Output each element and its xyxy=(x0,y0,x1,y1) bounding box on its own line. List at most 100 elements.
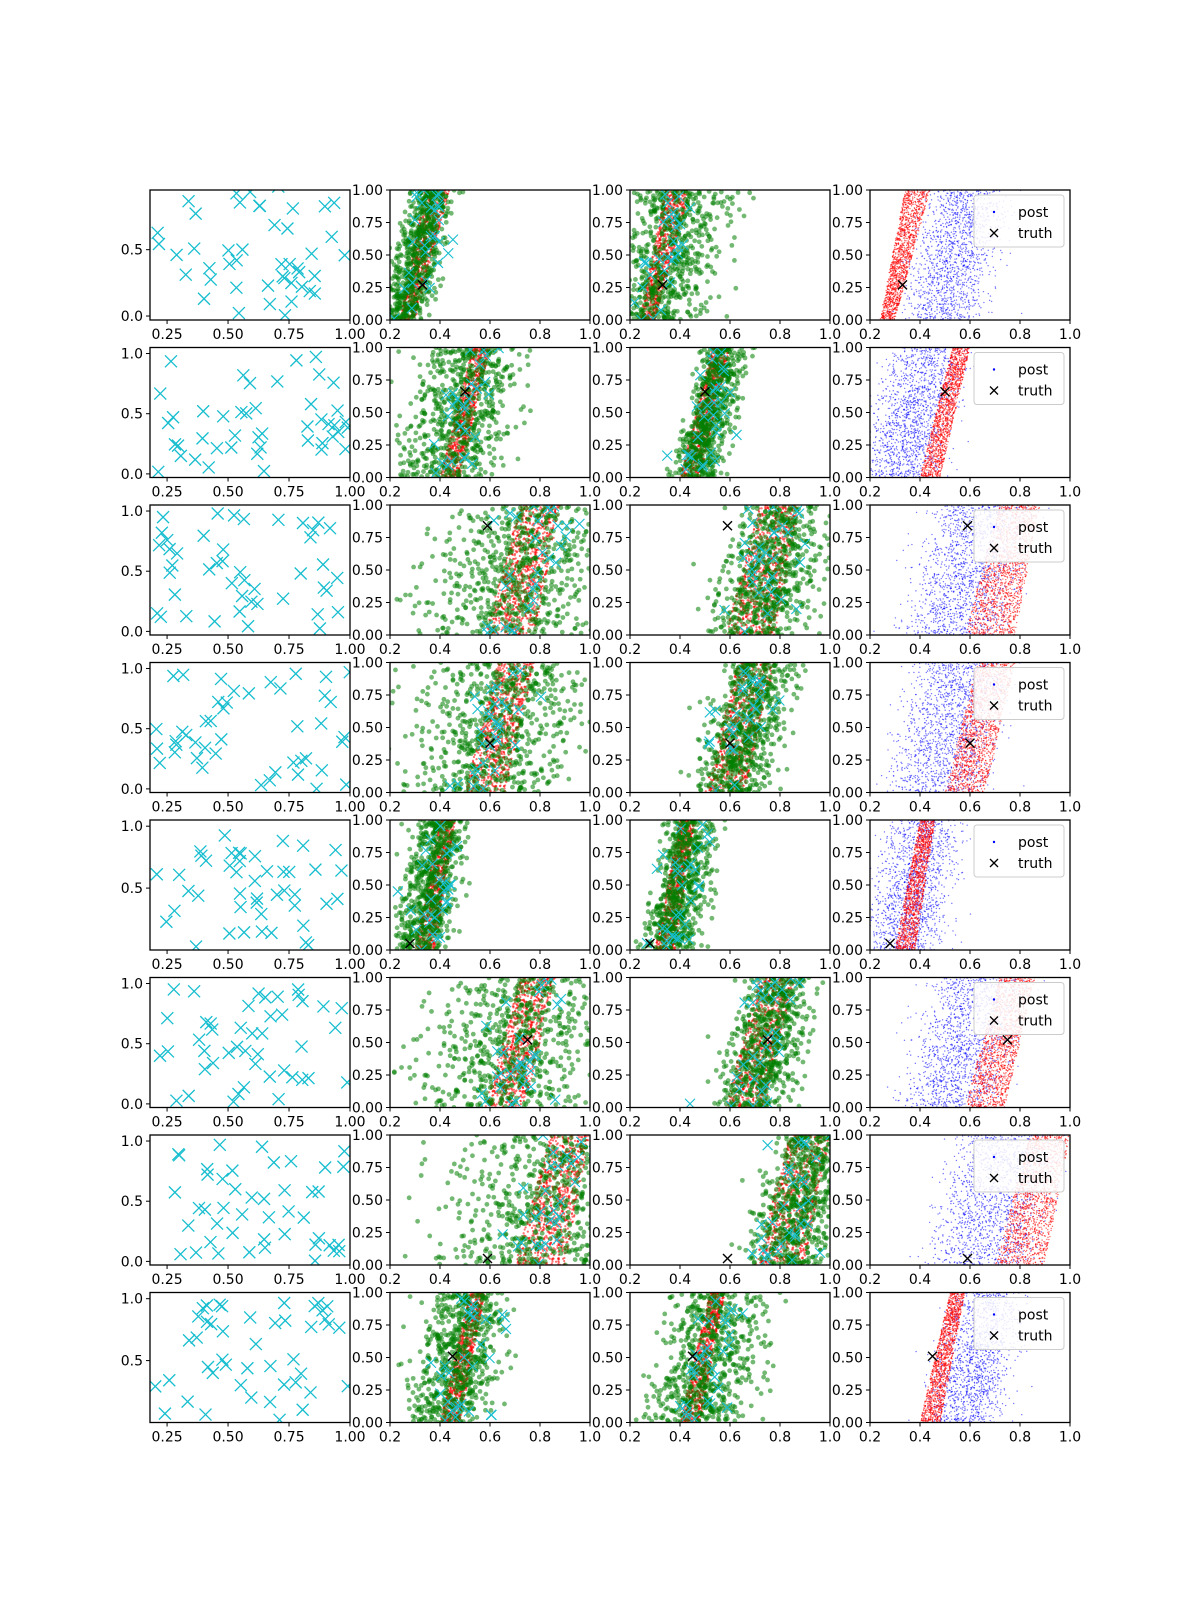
post-point xyxy=(923,257,926,260)
green-sample xyxy=(601,265,606,270)
post-point xyxy=(949,237,952,239)
green-sample xyxy=(643,255,649,261)
post-point xyxy=(966,233,968,235)
green-sample xyxy=(390,283,393,289)
cyan-sample xyxy=(432,257,444,269)
post-point xyxy=(944,297,946,299)
post-point xyxy=(918,306,920,308)
post-point xyxy=(932,210,934,213)
green-sample xyxy=(630,293,634,299)
post-point xyxy=(950,192,952,194)
post-point xyxy=(941,313,944,316)
x-tick-label: 1.0 xyxy=(819,327,841,343)
green-sample xyxy=(638,250,644,256)
post-point xyxy=(917,233,919,235)
post-point xyxy=(929,315,931,318)
post-point xyxy=(960,298,962,300)
post-point xyxy=(974,291,976,294)
post-point xyxy=(945,225,948,228)
red-sample xyxy=(658,237,661,240)
post-point xyxy=(933,270,935,272)
post-point xyxy=(964,192,966,194)
post-point xyxy=(959,283,961,286)
post-point xyxy=(956,199,958,201)
green-sample xyxy=(674,308,680,314)
post-point xyxy=(940,231,942,233)
post-point xyxy=(944,270,946,272)
post-point xyxy=(971,235,973,238)
post-point xyxy=(957,309,959,311)
green-sample xyxy=(700,232,705,238)
cyan-sample xyxy=(684,202,696,214)
post-point xyxy=(955,196,957,199)
post-point xyxy=(939,241,941,243)
post-point xyxy=(960,260,962,262)
post-point xyxy=(925,250,928,252)
design-point xyxy=(229,281,243,295)
post-point xyxy=(964,274,966,277)
green-sample xyxy=(651,250,657,256)
green-sample xyxy=(640,246,646,252)
green-sample xyxy=(647,296,652,302)
post-point xyxy=(968,221,971,224)
post-point xyxy=(939,206,942,208)
y-tick-label: 0.00 xyxy=(592,313,623,329)
post-point xyxy=(949,277,952,280)
post-point xyxy=(966,265,968,268)
green-sample xyxy=(716,294,722,300)
post-point xyxy=(933,318,935,320)
post-point xyxy=(942,205,945,207)
post-point xyxy=(968,277,970,279)
design-point xyxy=(318,199,332,213)
post-point xyxy=(966,260,968,263)
red-sample xyxy=(676,203,679,206)
post-point xyxy=(918,292,920,294)
post-point xyxy=(940,212,942,215)
green-sample xyxy=(440,276,446,282)
post-point xyxy=(944,251,947,253)
post-point xyxy=(977,190,980,193)
post-point xyxy=(965,220,967,222)
green-sample xyxy=(623,292,628,297)
post-point xyxy=(960,211,962,214)
green-sample xyxy=(404,313,409,319)
post-point xyxy=(966,194,969,197)
post-point xyxy=(936,273,939,275)
green-sample xyxy=(696,267,702,273)
red-sample xyxy=(656,233,659,236)
post-point xyxy=(910,282,912,284)
green-sample xyxy=(417,235,423,241)
post-point-red xyxy=(916,193,918,196)
x-tick-label: 0.2 xyxy=(379,327,401,343)
post-point xyxy=(968,317,970,319)
post-point xyxy=(956,244,959,247)
post-point xyxy=(970,261,972,263)
post-point xyxy=(960,293,962,295)
post-point xyxy=(957,212,959,214)
axes-frame xyxy=(149,189,351,321)
post-point xyxy=(941,311,943,313)
green-sample xyxy=(685,283,691,289)
green-sample xyxy=(587,297,592,302)
green-sample xyxy=(645,316,651,320)
post-point xyxy=(922,221,924,223)
post-point xyxy=(963,306,965,309)
green-sample xyxy=(403,253,409,259)
post-point xyxy=(982,290,985,293)
green-sample xyxy=(396,276,402,282)
red-sample xyxy=(656,240,660,243)
green-sample xyxy=(422,271,427,277)
post-point xyxy=(938,191,940,193)
post-point xyxy=(970,271,972,273)
post-point xyxy=(904,317,907,320)
red-sample xyxy=(664,235,667,238)
post-point xyxy=(964,199,967,201)
post-point xyxy=(989,192,991,194)
post-point xyxy=(933,213,935,215)
post-point xyxy=(972,202,974,205)
green-sample xyxy=(706,190,712,194)
cyan-sample xyxy=(664,277,676,288)
post-point xyxy=(927,272,930,275)
post-point xyxy=(969,234,971,236)
post-point xyxy=(960,290,963,293)
